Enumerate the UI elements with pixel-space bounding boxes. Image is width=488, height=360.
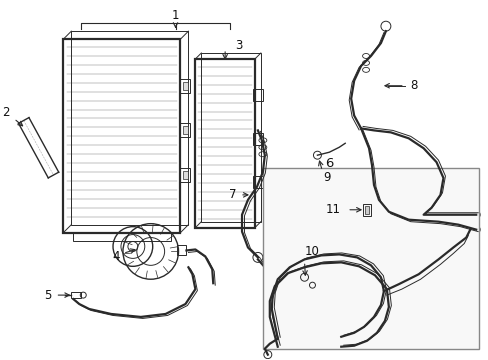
Text: 11: 11 [325, 203, 340, 216]
Text: 4: 4 [112, 250, 120, 263]
Bar [362, 204, 370, 216]
Bar [183, 126, 188, 134]
Text: 7: 7 [229, 188, 236, 201]
Bar [71, 31, 188, 225]
Text: 2: 2 [2, 106, 10, 119]
Text: 10: 10 [305, 245, 319, 258]
Bar [178, 123, 190, 137]
Bar [178, 79, 190, 93]
Text: 3: 3 [235, 39, 242, 51]
Bar [63, 39, 180, 233]
Bar [365, 206, 368, 214]
Text: 6: 6 [325, 157, 333, 170]
Bar [71, 292, 81, 298]
Bar [263, 168, 478, 349]
Bar [252, 133, 263, 145]
Text: 1: 1 [171, 9, 179, 22]
Bar [73, 233, 170, 240]
Bar [183, 82, 188, 90]
Text: 5: 5 [44, 289, 51, 302]
Bar [252, 89, 263, 100]
Bar [201, 53, 260, 222]
Bar [176, 246, 186, 255]
Text: 8: 8 [410, 79, 417, 92]
Bar [252, 176, 263, 188]
Bar [195, 59, 254, 228]
Bar [183, 171, 188, 179]
Bar [178, 168, 190, 182]
Text: 9: 9 [323, 171, 330, 184]
